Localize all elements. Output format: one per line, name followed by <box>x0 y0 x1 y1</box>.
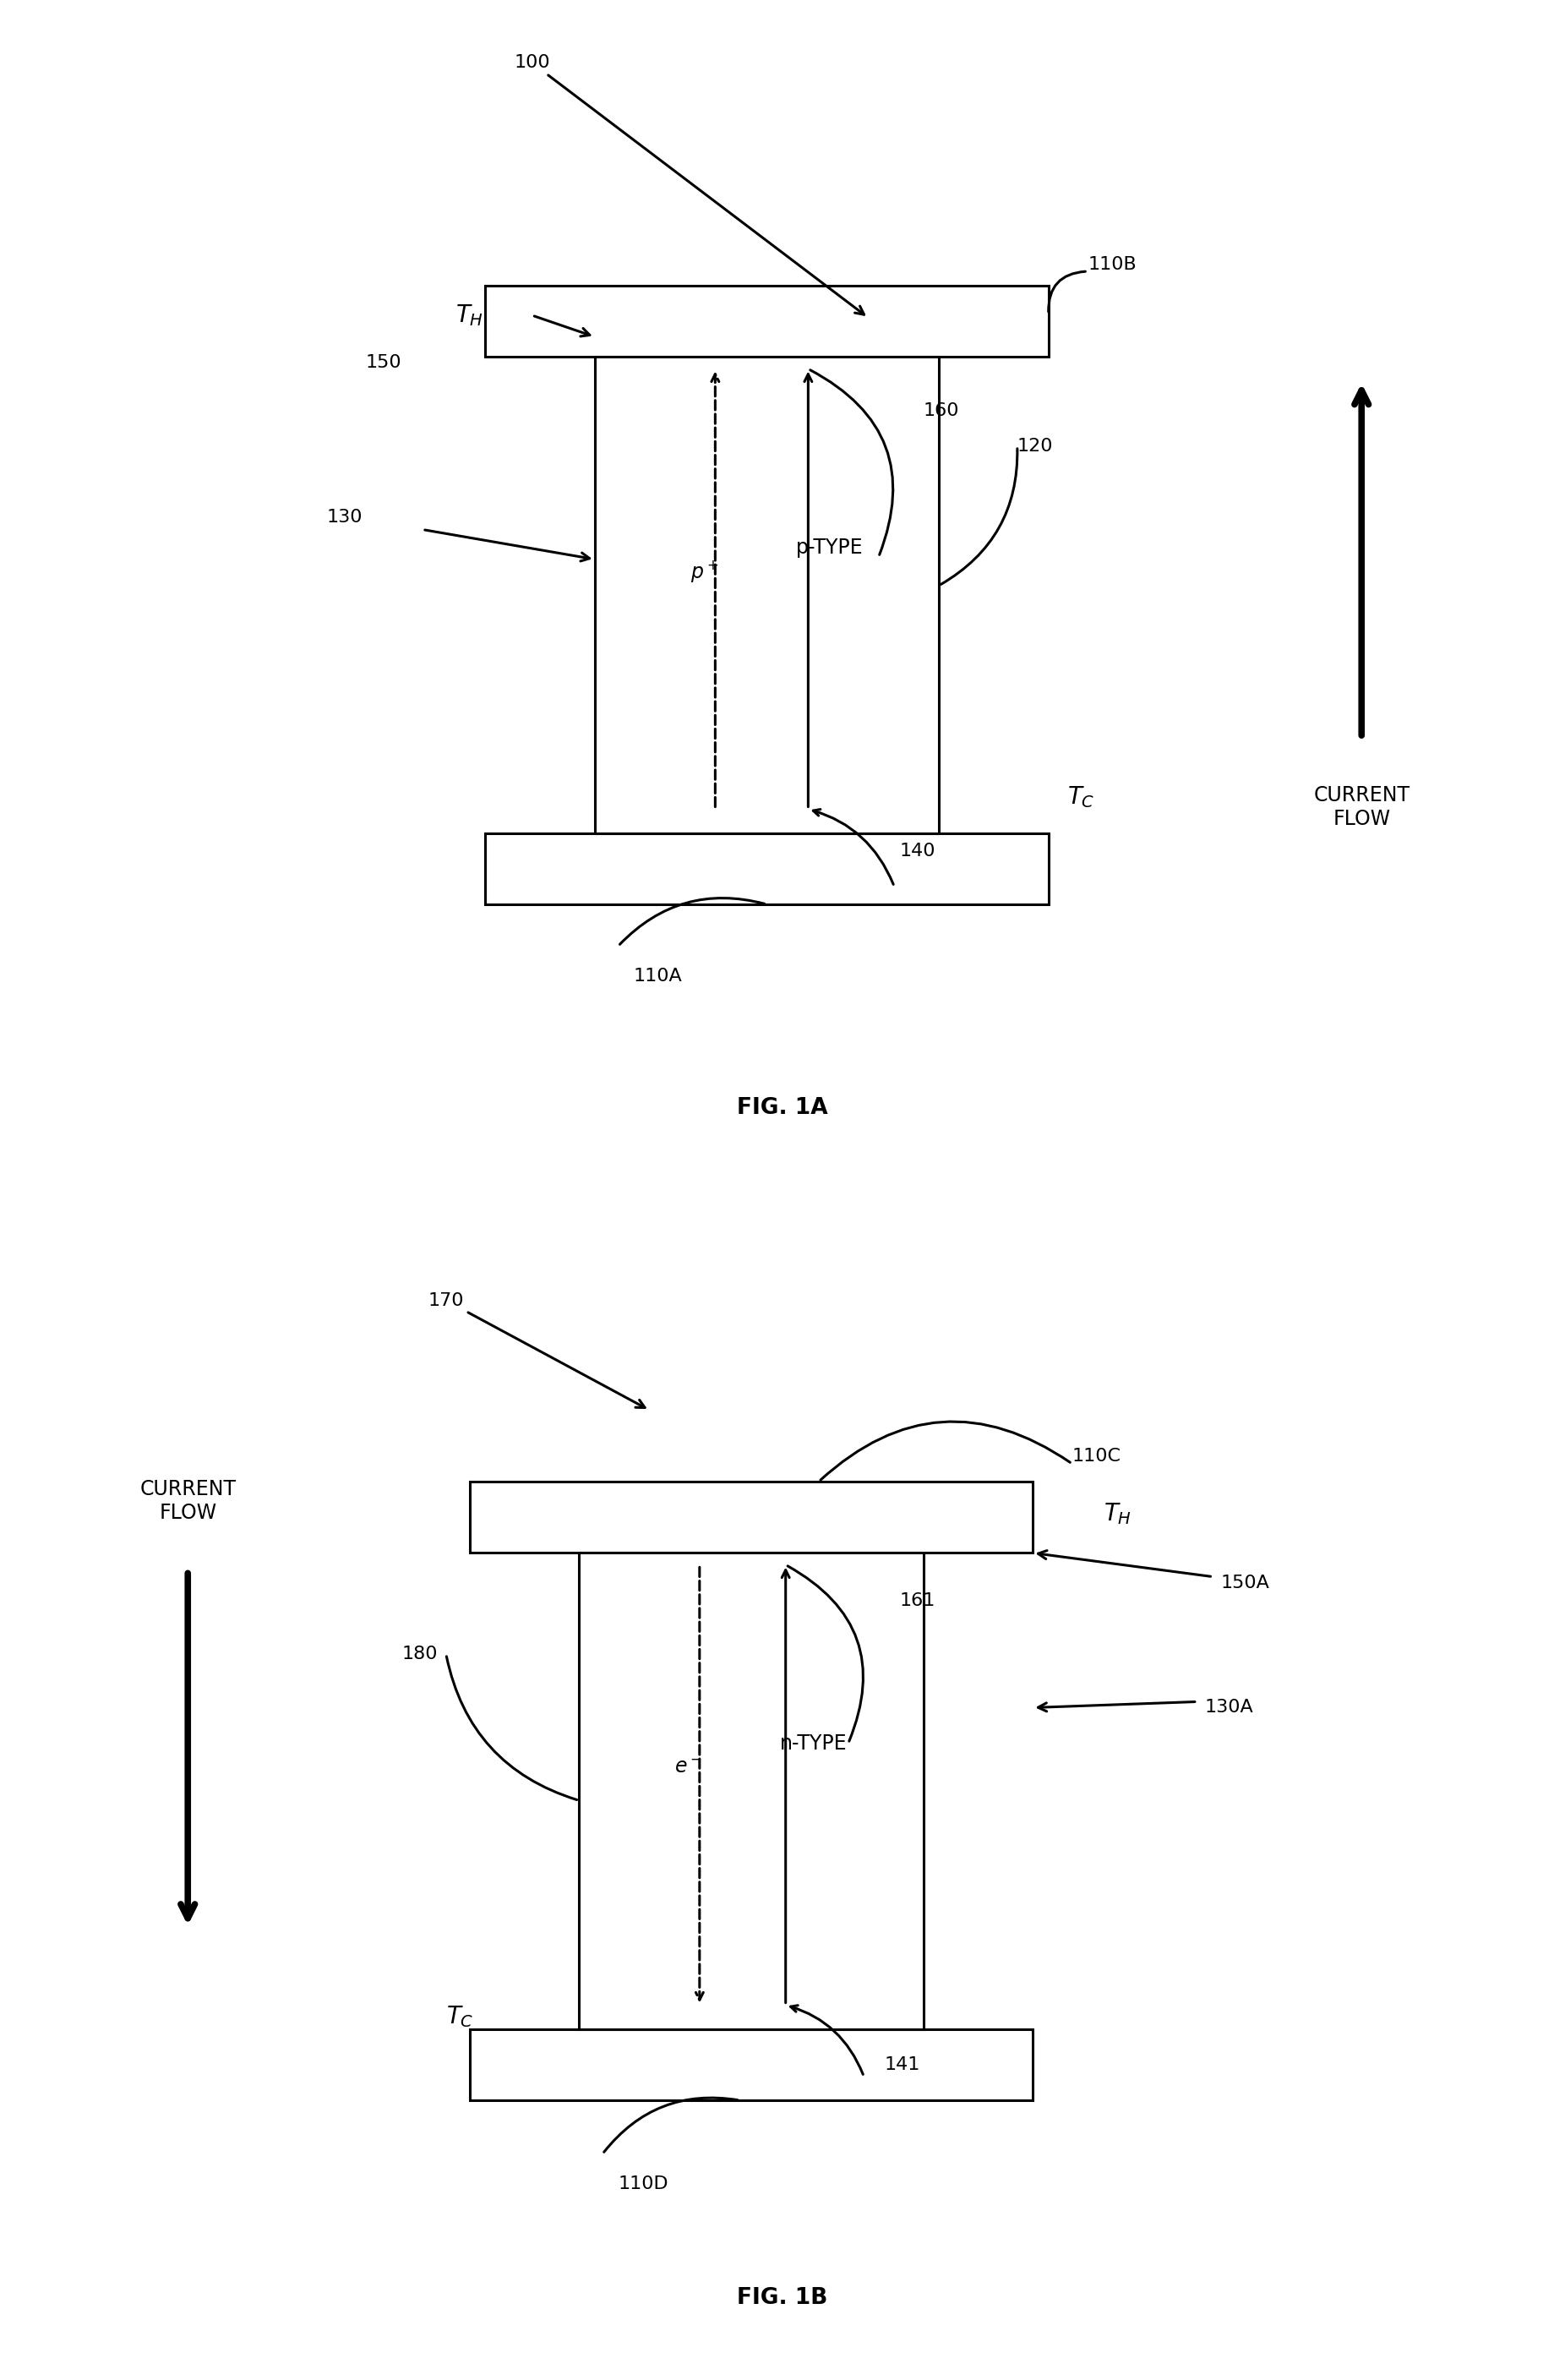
Bar <box>595 357 939 833</box>
Text: $T_H$: $T_H$ <box>1103 1502 1131 1526</box>
Text: 150: 150 <box>365 355 402 371</box>
Text: 140: 140 <box>900 843 936 859</box>
Text: p-TYPE: p-TYPE <box>797 538 862 557</box>
Text: 110A: 110A <box>634 966 682 985</box>
Text: 150A: 150A <box>1221 1573 1269 1592</box>
Bar <box>579 1552 923 2028</box>
Text: n-TYPE: n-TYPE <box>781 1733 847 1754</box>
Text: $T_H$: $T_H$ <box>455 302 484 328</box>
Bar <box>470 2028 1033 2099</box>
Text: FIG. 1B: FIG. 1B <box>737 2287 828 2309</box>
Text: CURRENT
FLOW: CURRENT FLOW <box>139 1480 236 1523</box>
Text: CURRENT
FLOW: CURRENT FLOW <box>1313 785 1410 828</box>
Bar <box>470 1480 1033 1552</box>
Text: 110B: 110B <box>1088 255 1136 274</box>
Text: 130A: 130A <box>1205 1699 1254 1716</box>
Text: 161: 161 <box>900 1592 936 1609</box>
Text: $T_C$: $T_C$ <box>446 2004 474 2030</box>
Text: $p^+$: $p^+$ <box>690 559 718 583</box>
Bar <box>485 286 1049 357</box>
Text: 110D: 110D <box>618 2175 668 2192</box>
Text: 170: 170 <box>429 1292 645 1407</box>
Text: 110C: 110C <box>1072 1447 1121 1466</box>
Text: 100: 100 <box>513 55 864 314</box>
Text: 160: 160 <box>923 402 959 419</box>
Text: $e^-$: $e^-$ <box>675 1756 703 1778</box>
Text: $T_C$: $T_C$ <box>1067 785 1096 809</box>
Text: 130: 130 <box>327 509 362 526</box>
Text: FIG. 1A: FIG. 1A <box>737 1097 828 1119</box>
Bar <box>485 833 1049 904</box>
Text: 141: 141 <box>884 2056 920 2073</box>
Text: 120: 120 <box>1017 438 1053 455</box>
Text: 180: 180 <box>402 1645 438 1664</box>
